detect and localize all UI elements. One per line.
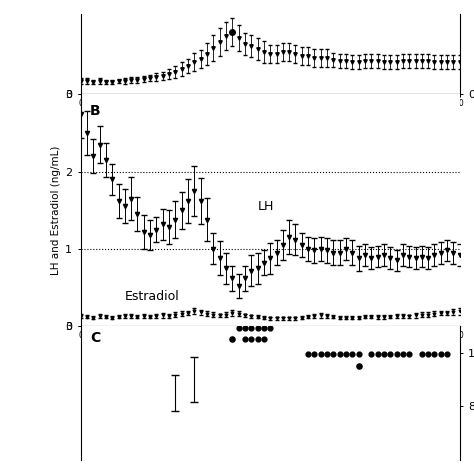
Point xyxy=(228,335,236,342)
Point xyxy=(386,350,394,357)
Text: C: C xyxy=(90,331,100,346)
Point xyxy=(367,350,375,357)
Point xyxy=(323,350,331,357)
Point xyxy=(241,335,249,342)
Point xyxy=(329,350,337,357)
Point xyxy=(266,325,274,332)
Point xyxy=(304,350,312,357)
X-axis label: Age (wk): Age (wk) xyxy=(242,111,298,121)
Point xyxy=(355,363,363,370)
Point xyxy=(247,325,255,332)
Y-axis label: LH and Estradiol (ng/mL): LH and Estradiol (ng/mL) xyxy=(51,146,61,275)
Point xyxy=(418,350,426,357)
Point xyxy=(260,335,268,342)
Point xyxy=(431,350,438,357)
Text: LH: LH xyxy=(257,200,274,213)
Point xyxy=(310,350,318,357)
Point xyxy=(399,350,407,357)
Point xyxy=(342,350,350,357)
Point xyxy=(235,325,242,332)
Point xyxy=(443,350,451,357)
Point xyxy=(254,335,261,342)
Point xyxy=(380,350,388,357)
Point xyxy=(260,325,268,332)
Point xyxy=(241,325,249,332)
Point xyxy=(247,335,255,342)
X-axis label: Age (wk): Age (wk) xyxy=(242,343,298,353)
Text: B: B xyxy=(90,104,100,118)
Point xyxy=(393,350,401,357)
Point xyxy=(424,350,432,357)
Point xyxy=(317,350,325,357)
Text: Estradiol: Estradiol xyxy=(125,290,180,303)
Point xyxy=(336,350,344,357)
Point xyxy=(355,350,363,357)
Point xyxy=(405,350,413,357)
Point xyxy=(254,325,261,332)
Point xyxy=(348,350,356,357)
Point xyxy=(437,350,445,357)
Point xyxy=(374,350,382,357)
